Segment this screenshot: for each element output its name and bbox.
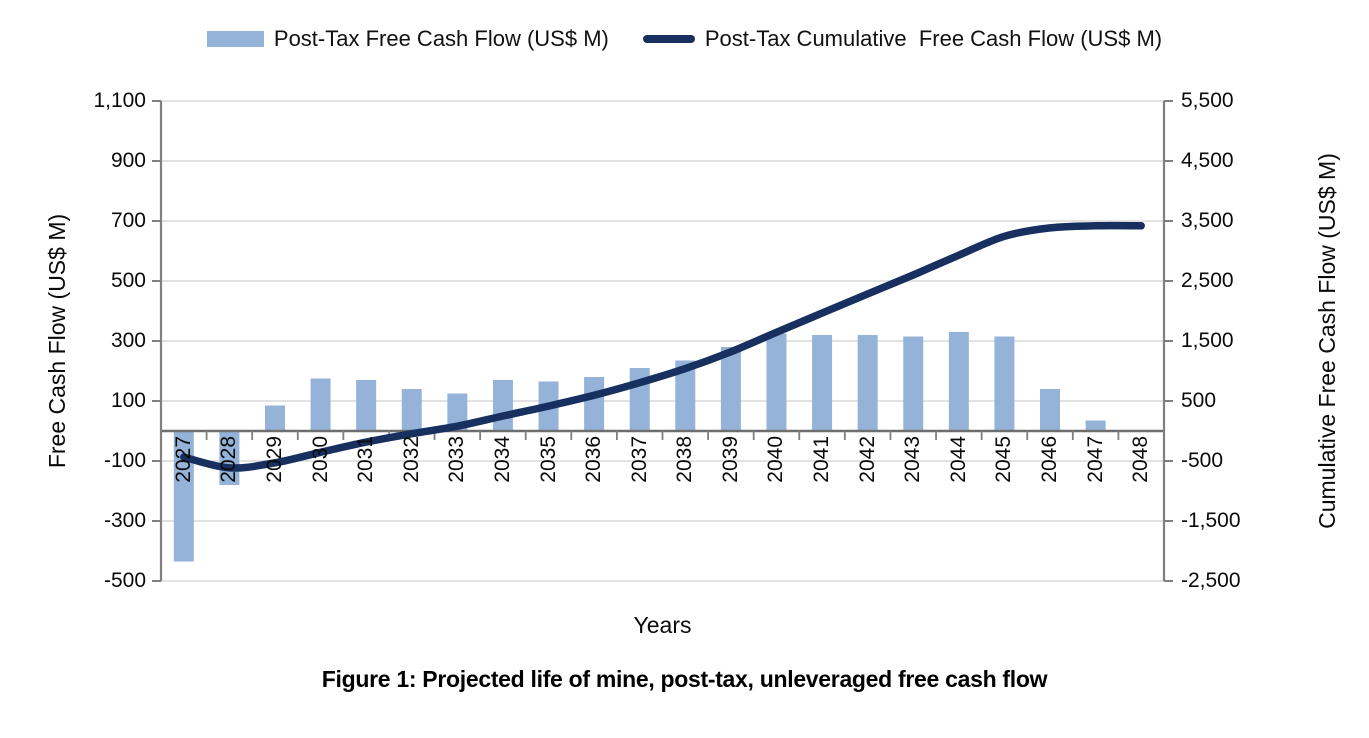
bar-2036 [584,377,605,431]
bar-2042 [857,335,878,431]
bar-2038 [675,360,696,431]
legend-label-free-cash-flow: Post-Tax Free Cash Flow (US$ M) [273,26,609,51]
bar-2044 [948,332,969,431]
bar-2046 [1040,389,1061,431]
chart-legend: Post-Tax Free Cash Flow (US$ M) Post-Tax… [0,26,1369,52]
bar-2030 [310,378,331,431]
bar-2039 [720,347,741,431]
x-axis-title: Years [633,612,692,638]
figure-caption: Figure 1: Projected life of mine, post-t… [321,666,1048,692]
legend-item-cumulative-free-cash-flow: Post-Tax Cumulative Free Cash Flow (US$ … [642,26,1163,52]
left-axis-title: Free Cash Flow (US$ M) [44,213,70,469]
bar-2031 [356,380,377,431]
bar-2027 [173,431,194,562]
legend-item-free-cash-flow: Post-Tax Free Cash Flow (US$ M) [206,26,609,52]
bar-2043 [903,336,924,431]
legend-label-cumulative-free-cash-flow: Post-Tax Cumulative Free Cash Flow (US$ … [704,26,1163,51]
bar-series-swatch-icon [206,31,264,47]
bar-2034 [492,380,513,431]
line-series-swatch-icon [642,35,695,43]
bar-2045 [994,336,1015,431]
right-axis-title: Cumulative Free Cash Flow (US$ M) [1314,153,1340,529]
bar-2029 [264,405,285,431]
bar-2040 [766,333,787,431]
bar-2032 [401,389,422,431]
bar-2028 [219,431,240,485]
bar-2041 [812,335,833,431]
cumulative-line [180,221,1145,472]
bar-2047 [1085,420,1106,431]
